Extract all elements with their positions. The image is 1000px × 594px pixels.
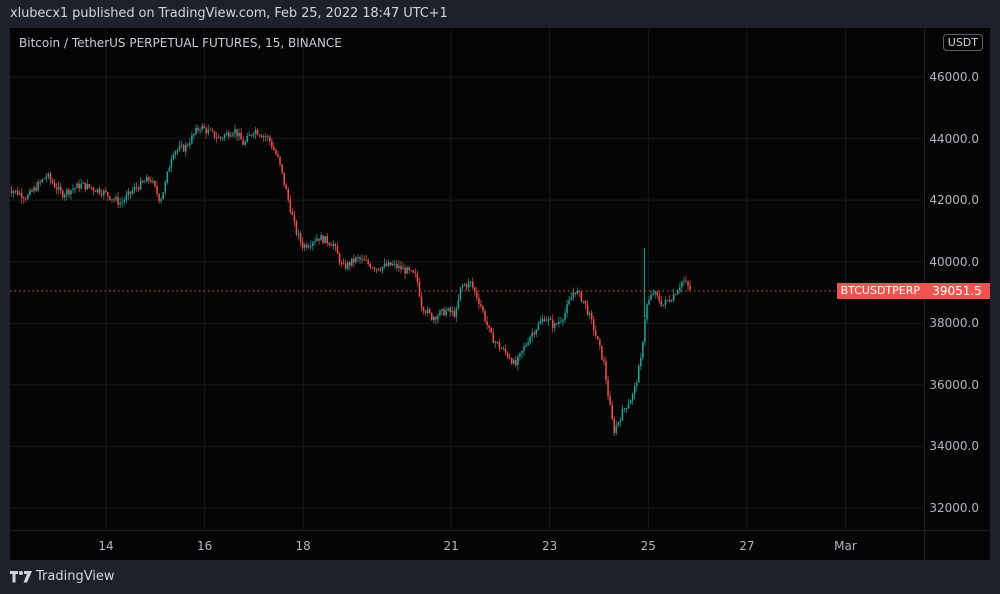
time-tick-label: 27	[739, 539, 755, 553]
candlestick-chart[interactable]	[10, 28, 924, 530]
time-tick-label: 14	[98, 539, 114, 553]
price-tick-label: 44000.0	[929, 131, 979, 146]
time-tick-label: Mar	[834, 539, 857, 553]
currency-unit-button[interactable]: USDT	[942, 34, 983, 51]
published-info: xlubecx1 published on TradingView.com, F…	[10, 6, 448, 21]
price-tick-label: 38000.0	[929, 316, 979, 331]
price-tick-label: 46000.0	[929, 70, 979, 84]
price-axis[interactable]: USDT 46000.0 44000.0 42000.0 40000.0 38000.0…	[924, 28, 991, 530]
tradingview-brand: TradingView	[36, 569, 115, 584]
tradingview-logo-icon	[10, 570, 32, 582]
axis-corner	[924, 530, 991, 561]
time-tick-label: 21	[443, 539, 459, 553]
price-tick-label: 36000.0	[929, 377, 979, 392]
price-tick-label: 42000.0	[929, 193, 979, 208]
time-tick-label: 16	[196, 539, 213, 553]
price-tick-label: 40000.0	[929, 254, 979, 269]
time-tick-label: 25	[640, 539, 656, 553]
price-tick-label: 32000.0	[929, 501, 979, 516]
chart-frame[interactable]: Bitcoin / TetherUS PERPETUAL FUTURES, 15…	[10, 28, 991, 561]
last-price-tag: 39051.5	[924, 282, 990, 299]
symbol-tag: BTCUSDTPERP	[836, 282, 924, 299]
time-tick-label: 23	[542, 539, 558, 553]
price-tick-label: 34000.0	[929, 439, 979, 454]
chart-title: Bitcoin / TetherUS PERPETUAL FUTURES, 15…	[19, 36, 342, 50]
time-axis[interactable]: 14 16 18 21 23 25 27 Mar	[10, 530, 924, 561]
chart-plot-area[interactable]: Bitcoin / TetherUS PERPETUAL FUTURES, 15…	[10, 28, 924, 530]
tradingview-logo[interactable]: TradingView	[10, 569, 115, 584]
time-tick-label: 18	[295, 539, 311, 553]
